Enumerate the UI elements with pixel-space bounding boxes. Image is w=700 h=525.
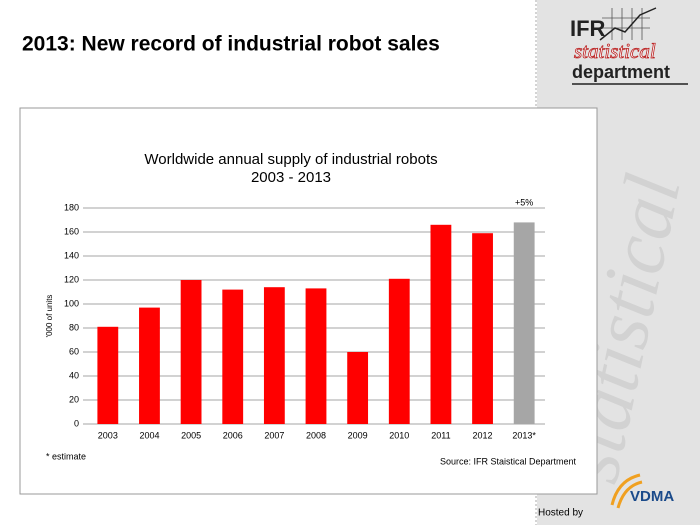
x-tick-label: 2010 <box>389 430 409 440</box>
x-tick-label: 2011 <box>431 430 450 440</box>
bar <box>180 280 202 424</box>
host-logo: VDMA <box>630 488 674 505</box>
bar <box>513 222 535 424</box>
x-tick-label: 2005 <box>181 430 201 440</box>
source: Source: IFR Staistical Department <box>440 456 577 466</box>
bar <box>388 278 410 424</box>
y-tick-label: 100 <box>64 298 79 308</box>
x-tick-label: 2006 <box>223 430 243 440</box>
chart-title: Worldwide annual supply of industrial ro… <box>144 151 437 168</box>
bar <box>263 287 285 424</box>
y-tick-label: 80 <box>69 322 79 332</box>
bar <box>139 307 160 424</box>
logo: IFR statistical department <box>570 7 688 85</box>
x-tick-label: 2003 <box>98 430 118 440</box>
y-tick-label: 160 <box>64 226 79 236</box>
bar <box>222 289 244 424</box>
y-tick-label: 40 <box>69 370 79 380</box>
x-tick-label: 2008 <box>306 430 326 440</box>
logo-statistical: statistical <box>574 39 656 63</box>
annotation: +5% <box>515 197 533 207</box>
footnote: * estimate <box>46 451 86 461</box>
x-tick-label: 2004 <box>139 430 159 440</box>
plot: 0 20 40 60 80 100 120 140 160 180 2003 2004 2005 2006… <box>64 197 545 440</box>
logo-department: department <box>572 62 670 82</box>
x-tick-label: 2013* <box>512 430 536 440</box>
x-tick-label: 2007 <box>264 430 284 440</box>
bar <box>305 288 327 424</box>
host-logo-mark <box>610 473 643 509</box>
y-axis-title: '000 of units <box>45 295 54 338</box>
bar <box>347 352 369 424</box>
x-tick-label: 2012 <box>473 430 493 440</box>
y-tick-label: 20 <box>69 394 79 404</box>
x-tick-label: 2009 <box>348 430 368 440</box>
hosted-by: Hosted by <box>538 508 583 519</box>
y-tick-label: 140 <box>64 250 79 260</box>
chart-subtitle: 2003 - 2013 <box>251 169 331 186</box>
bar <box>472 233 493 424</box>
y-tick-label: 120 <box>64 274 79 284</box>
logo-grid <box>599 7 657 41</box>
bar <box>97 326 119 424</box>
logo-ifr: IFR <box>570 16 606 41</box>
bar <box>430 224 452 424</box>
y-tick-label: 0 <box>74 418 79 428</box>
slide-title: 2013: New record of industrial robot sal… <box>22 33 440 56</box>
y-tick-label: 180 <box>64 202 79 212</box>
y-tick-label: 60 <box>69 346 79 356</box>
